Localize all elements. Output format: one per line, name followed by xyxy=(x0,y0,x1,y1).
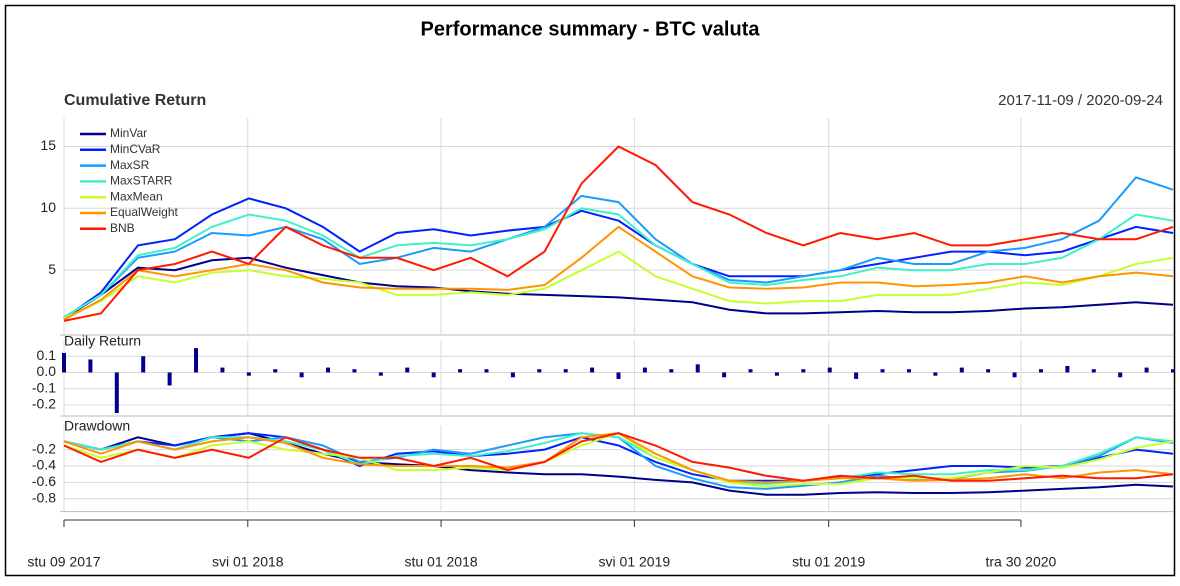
x-tick-label: stu 01 2019 xyxy=(792,554,865,570)
y-tick-label: 0.1 xyxy=(37,347,57,363)
bar xyxy=(669,369,674,373)
legend-label: BNB xyxy=(110,221,135,235)
chart-title: Performance summary - BTC valuta xyxy=(420,18,760,40)
bar xyxy=(827,367,832,373)
panel-title: Drawdown xyxy=(64,418,130,434)
bar xyxy=(1012,372,1017,378)
bar xyxy=(616,372,621,379)
bar xyxy=(1171,369,1175,373)
legend-label: MaxSTARR xyxy=(110,174,173,188)
legend-label: MinVar xyxy=(110,126,147,140)
legend-label: EqualWeight xyxy=(110,205,178,219)
bar xyxy=(326,367,331,373)
bar xyxy=(167,372,172,386)
bar xyxy=(722,372,727,378)
series-line xyxy=(63,145,1174,322)
bar xyxy=(642,367,647,373)
series-line xyxy=(63,256,1174,320)
bar xyxy=(854,372,859,379)
y-tick-label: -0.6 xyxy=(32,473,56,489)
bar xyxy=(537,369,542,373)
bar xyxy=(431,372,436,378)
bar xyxy=(484,369,489,373)
bar xyxy=(695,364,700,373)
bar xyxy=(114,372,119,413)
series-line xyxy=(63,432,1174,482)
panel-title: Cumulative Return xyxy=(64,92,206,109)
bar xyxy=(1118,372,1123,378)
bar xyxy=(141,356,146,373)
y-tick-label: -0.8 xyxy=(32,489,56,505)
date-range: 2017-11-09 / 2020-09-24 xyxy=(998,92,1163,109)
legend-label: MaxMean xyxy=(110,189,163,203)
bar xyxy=(194,348,199,373)
x-tick-label: tra 30 2020 xyxy=(985,554,1056,570)
y-tick-label: 10 xyxy=(40,199,56,215)
bar xyxy=(1038,369,1043,373)
bar xyxy=(1065,365,1070,373)
bar xyxy=(273,369,278,373)
bar xyxy=(880,369,885,373)
bar xyxy=(801,369,806,373)
x-tick-label: stu 09 2017 xyxy=(27,554,100,570)
bar xyxy=(352,369,357,373)
bar xyxy=(88,359,93,373)
panel-title: Daily Return xyxy=(64,333,141,349)
bar xyxy=(933,372,938,376)
bar xyxy=(62,352,66,373)
legend-label: MaxSR xyxy=(110,158,150,172)
series-line xyxy=(63,432,1174,482)
bar xyxy=(1091,369,1096,373)
bar xyxy=(1144,367,1149,373)
bar xyxy=(959,367,964,373)
bar xyxy=(748,369,753,373)
y-tick-label: -0.2 xyxy=(32,440,56,456)
x-tick-label: svi 01 2019 xyxy=(599,554,671,570)
series-line xyxy=(63,250,1174,320)
bar xyxy=(906,369,911,373)
x-tick-label: svi 01 2018 xyxy=(212,554,284,570)
y-tick-label: 0.0 xyxy=(37,363,57,379)
y-tick-label: 5 xyxy=(48,261,56,277)
bar xyxy=(378,372,383,376)
bar xyxy=(405,367,410,373)
bar xyxy=(590,367,595,373)
series-line xyxy=(63,176,1174,319)
y-tick-label: -0.1 xyxy=(32,379,56,395)
bar xyxy=(563,369,568,373)
y-tick-label: -0.4 xyxy=(32,457,56,473)
bar xyxy=(220,367,225,373)
bar xyxy=(774,372,779,376)
bar xyxy=(510,372,515,378)
x-tick-label: stu 01 2018 xyxy=(404,554,477,570)
bar xyxy=(246,372,251,376)
bar xyxy=(299,372,304,378)
legend-label: MinCVaR xyxy=(110,142,161,156)
y-tick-label: -0.2 xyxy=(32,396,56,412)
series-line xyxy=(63,207,1174,319)
bar xyxy=(986,369,991,373)
bar xyxy=(458,369,463,373)
y-tick-label: 15 xyxy=(40,137,56,153)
